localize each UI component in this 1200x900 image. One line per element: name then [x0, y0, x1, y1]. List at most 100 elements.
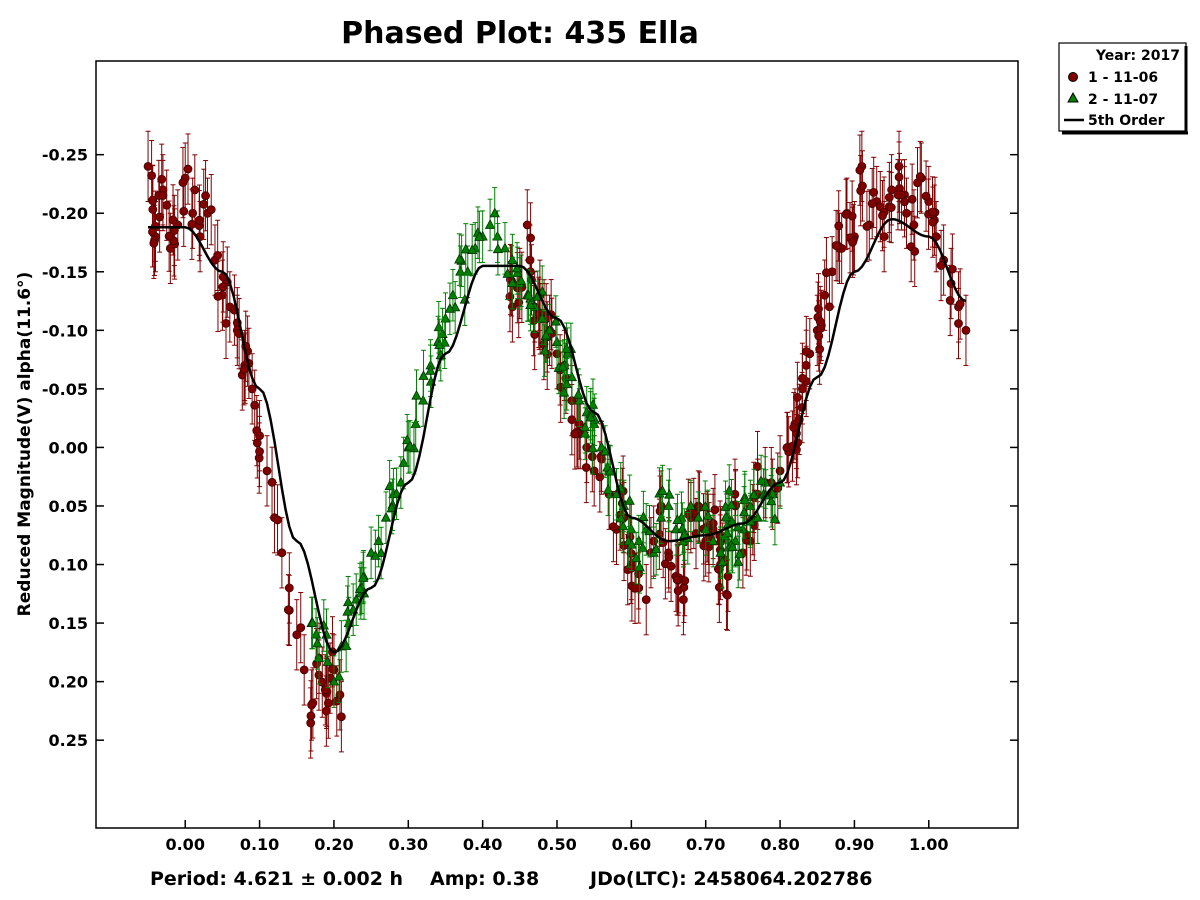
y-tick-label: 0.05: [49, 497, 88, 516]
chart-title: Phased Plot: 435 Ella: [341, 16, 699, 51]
triangle-marker: [634, 561, 645, 572]
footer-jdo: JDo(LTC): 2458064.202786: [588, 868, 872, 890]
triangle-marker: [726, 499, 737, 510]
circle-marker: [218, 282, 228, 292]
point-series-2: [726, 478, 737, 532]
circle-marker: [869, 188, 879, 197]
point-series-2: [702, 489, 714, 543]
y-axis: -0.25 -0.20 -0.15 -0.10 -0.05 0.00 0.05 0.10 0.1…: [42, 146, 1018, 750]
triangle-marker: [638, 511, 649, 521]
x-tick-label: 0.00: [165, 835, 204, 854]
circle-marker: [168, 215, 178, 225]
point-series-1: [148, 196, 157, 268]
triangle-marker: [511, 262, 523, 273]
point-series-2: [557, 340, 568, 393]
point-series-1: [299, 634, 309, 706]
triangle-marker: [574, 394, 585, 405]
point-series-2: [685, 479, 697, 533]
circle-marker: [164, 231, 174, 241]
triangle-marker: [411, 389, 422, 400]
point-series-2: [634, 541, 645, 594]
triangle-marker: [707, 535, 719, 546]
point-series-2: [312, 617, 323, 670]
point-series-1: [869, 156, 879, 229]
point-series-1: [723, 540, 733, 612]
circle-marker: [913, 178, 922, 188]
circle-marker: [666, 561, 676, 571]
point-series-1: [814, 300, 824, 372]
circle-marker: [664, 552, 674, 562]
triangle-marker: [307, 617, 318, 627]
point-series-2: [398, 436, 409, 490]
triangle-marker: [602, 483, 614, 494]
circle-marker: [157, 174, 167, 184]
circle-marker: [801, 347, 811, 356]
point-series-1: [822, 237, 831, 309]
circle-marker: [878, 211, 887, 221]
triangle-marker: [615, 512, 627, 523]
circle-marker: [928, 217, 938, 227]
triangle-marker: [573, 388, 584, 399]
circle-marker: [178, 178, 188, 187]
triangle-marker: [467, 244, 478, 255]
point-series-2: [727, 520, 738, 574]
triangle-marker: [434, 339, 445, 349]
y-tick-label: 0.25: [49, 731, 88, 750]
circle-marker: [213, 291, 223, 301]
point-series-1: [178, 146, 188, 219]
circle-marker: [252, 438, 262, 448]
circle-marker: [149, 238, 159, 248]
triangle-marker: [507, 277, 518, 288]
point-series-1: [158, 159, 168, 232]
circle-marker: [945, 296, 955, 305]
legend-marker-series-2: [1067, 91, 1079, 103]
circle-marker: [672, 575, 682, 585]
y-tick-label: 0.10: [49, 556, 88, 575]
circle-marker: [954, 319, 963, 328]
y-tick-label: -0.20: [42, 204, 88, 223]
point-series-2: [752, 491, 763, 544]
circle-marker: [570, 429, 580, 439]
circle-marker: [299, 665, 309, 675]
point-series-1: [292, 599, 302, 671]
point-series-2: [700, 480, 711, 533]
x-tick-label: 0.60: [612, 835, 651, 854]
point-series-1: [267, 446, 277, 518]
circle-marker: [273, 515, 282, 525]
y-tick-label: 0.20: [49, 673, 88, 692]
triangle-marker: [489, 207, 500, 218]
circle-marker: [855, 165, 865, 175]
circle-marker: [825, 302, 834, 312]
triangle-marker: [717, 556, 728, 567]
circle-marker: [158, 191, 168, 200]
circle-marker: [789, 423, 799, 432]
point-series-1: [947, 233, 957, 305]
triangle-marker: [425, 364, 436, 375]
triangle-marker: [370, 550, 381, 560]
x-tick-label: 0.20: [314, 835, 353, 854]
triangle-marker: [677, 522, 688, 533]
triangle-marker: [550, 315, 561, 326]
point-series-1: [961, 294, 971, 366]
circle-marker: [321, 706, 331, 716]
point-series-1: [825, 271, 834, 343]
point-series-1: [157, 143, 167, 215]
point-series-1: [206, 174, 216, 246]
point-series-1: [221, 287, 231, 360]
y-tick-label: -0.10: [42, 321, 88, 340]
triangle-marker: [587, 442, 598, 453]
triangle-marker: [333, 670, 345, 681]
circle-marker: [822, 268, 831, 278]
triangle-marker: [410, 418, 421, 428]
plot-frame: [95, 60, 1019, 829]
circle-marker: [526, 233, 535, 243]
circle-marker: [893, 190, 903, 200]
point-series-1: [218, 251, 228, 323]
circle-marker: [296, 623, 306, 633]
triangle-marker: [624, 494, 635, 505]
circle-marker: [292, 630, 302, 640]
x-axis: 0.00 0.10 0.20 0.30 0.40 0.50 0.60 0.70 0.80 0.90…: [165, 820, 949, 854]
triangle-marker: [724, 484, 735, 495]
point-series-2: [566, 350, 578, 404]
point-series-1: [608, 490, 618, 563]
